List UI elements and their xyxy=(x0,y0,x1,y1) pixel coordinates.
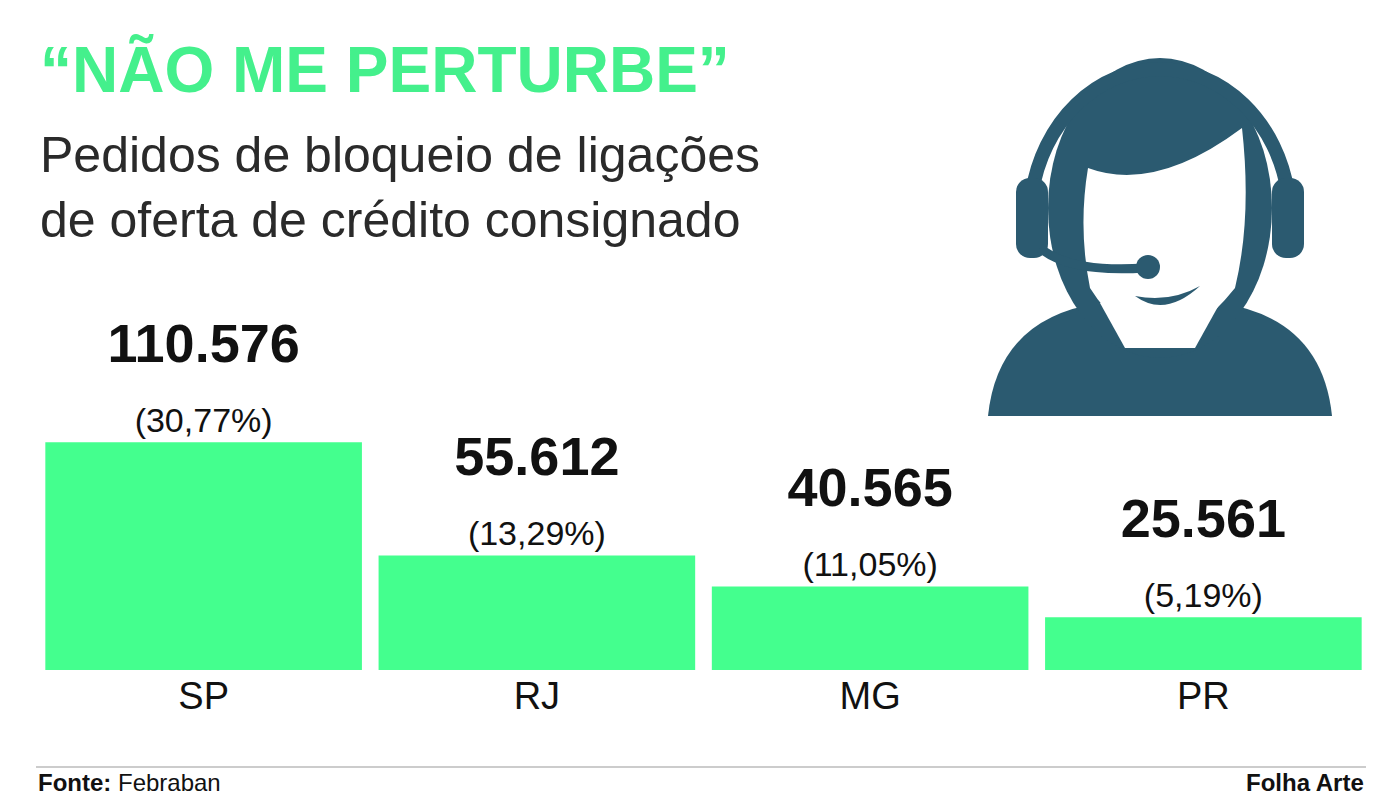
svg-text:55.612(13,29%): 55.612(13,29%) xyxy=(454,426,619,552)
svg-text:MG: MG xyxy=(840,675,901,717)
svg-text:RJ: RJ xyxy=(514,675,560,717)
svg-text:40.565(11,05%): 40.565(11,05%) xyxy=(788,457,953,583)
svg-text:Folha Arte: Folha Arte xyxy=(1246,769,1364,796)
svg-text:25.561(5,19%): 25.561(5,19%) xyxy=(1121,488,1286,614)
svg-text:110.576(30,77%): 110.576(30,77%) xyxy=(108,313,300,439)
svg-text:SP: SP xyxy=(178,675,229,717)
svg-text:“NÃO ME PERTURBE”: “NÃO ME PERTURBE” xyxy=(40,34,730,106)
svg-text:PR: PR xyxy=(1177,675,1230,717)
svg-text:Fonte: Febraban: Fonte: Febraban xyxy=(38,769,221,796)
svg-text:Pedidos de bloqueio de ligaçõe: Pedidos de bloqueio de ligaçõesde oferta… xyxy=(40,127,760,248)
